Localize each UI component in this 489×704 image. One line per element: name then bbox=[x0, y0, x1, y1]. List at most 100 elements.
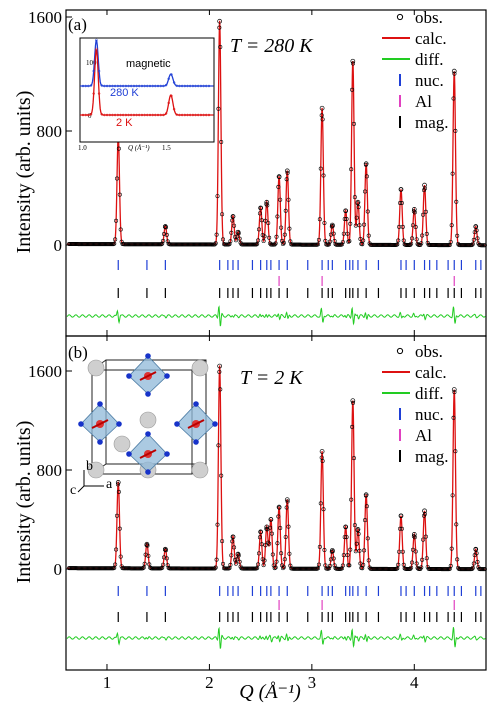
obs-peak bbox=[398, 187, 404, 192]
obs-point bbox=[228, 562, 233, 567]
obs-point bbox=[452, 390, 457, 395]
obs-peak bbox=[284, 497, 290, 503]
obs-point bbox=[321, 507, 326, 512]
inset-2K-point bbox=[129, 113, 133, 117]
inset-2K-point bbox=[178, 113, 181, 117]
obs-point bbox=[218, 387, 223, 392]
legend-label: nuc. bbox=[415, 405, 444, 424]
spin-arrow bbox=[91, 419, 109, 429]
panel-a-title: T = 280 K bbox=[230, 35, 314, 57]
obs-point bbox=[316, 237, 321, 242]
obs-point bbox=[284, 505, 289, 510]
legend-label: Al bbox=[415, 426, 432, 445]
obs-peak bbox=[235, 229, 241, 235]
obs-point bbox=[342, 535, 347, 540]
obs-point bbox=[323, 238, 328, 243]
obs-point bbox=[315, 566, 320, 571]
obs-peak bbox=[363, 492, 369, 498]
obs-point bbox=[217, 25, 222, 30]
inset-280K-point bbox=[146, 84, 149, 88]
obs-peak bbox=[350, 58, 356, 64]
obs-point bbox=[217, 369, 222, 374]
obs-point bbox=[315, 242, 320, 247]
obs-point bbox=[364, 174, 369, 179]
obs-point bbox=[351, 400, 356, 405]
obs-peak bbox=[343, 524, 349, 530]
obs-peak bbox=[319, 449, 325, 454]
inset-2K-point bbox=[205, 113, 208, 117]
obs-point bbox=[420, 233, 425, 238]
inset-280K-point bbox=[121, 84, 125, 88]
obs-peak bbox=[355, 527, 361, 532]
obs-point bbox=[284, 177, 289, 182]
inset-280K-point bbox=[108, 84, 112, 88]
y-tick-label: 0 bbox=[54, 236, 63, 255]
obs-point bbox=[286, 524, 291, 529]
obs-point bbox=[164, 556, 169, 561]
obs-point bbox=[349, 167, 354, 172]
inset-xtick-1.0: 1.0 bbox=[78, 144, 87, 152]
obs-peak bbox=[163, 224, 168, 229]
obs-point bbox=[267, 235, 272, 240]
obs-point bbox=[328, 232, 333, 237]
inset-2K-point bbox=[202, 113, 205, 117]
obs-point bbox=[421, 537, 426, 542]
obs-point bbox=[162, 232, 167, 237]
obs-point bbox=[212, 566, 217, 571]
obs-point bbox=[356, 531, 361, 536]
inset-2K-point bbox=[186, 113, 189, 117]
obs-point bbox=[278, 526, 283, 531]
obs-point bbox=[262, 558, 267, 563]
inset-2K-point bbox=[170, 94, 173, 98]
obs-point bbox=[112, 241, 117, 246]
obs-point bbox=[234, 557, 239, 562]
obs-point bbox=[119, 239, 124, 244]
obs-point bbox=[347, 563, 352, 568]
obs-point bbox=[229, 553, 234, 558]
obs-point bbox=[221, 237, 226, 242]
inset-2K-point bbox=[164, 112, 168, 115]
obs-point bbox=[228, 239, 233, 244]
obs-point bbox=[342, 216, 347, 221]
obs-point bbox=[469, 243, 474, 248]
obs-point bbox=[287, 226, 292, 231]
obs-point bbox=[327, 566, 332, 571]
inset-280K-point bbox=[103, 84, 106, 88]
diff-curve bbox=[66, 626, 486, 649]
obs-point bbox=[455, 233, 460, 238]
obs-point bbox=[229, 230, 234, 235]
y-tick-label: 1600 bbox=[28, 8, 62, 27]
inset-2K-point bbox=[127, 113, 130, 117]
y-axis-label-b: Intensity (arb. units) bbox=[13, 421, 35, 584]
anion-sphere bbox=[193, 401, 199, 407]
inset-2K-point bbox=[188, 113, 192, 117]
obs-point bbox=[118, 554, 123, 559]
axis-c-arrow bbox=[77, 485, 85, 493]
obs-point bbox=[409, 241, 414, 246]
cation-sphere bbox=[191, 359, 209, 377]
anion-sphere bbox=[126, 373, 132, 379]
obs-point bbox=[412, 210, 417, 215]
obs-point bbox=[451, 96, 456, 101]
obs-point bbox=[409, 565, 414, 570]
obs-point bbox=[333, 242, 338, 247]
legend-label: calc. bbox=[415, 363, 447, 382]
inset-280K-point bbox=[135, 84, 138, 88]
diff-curve bbox=[66, 305, 486, 327]
inset-2K-point bbox=[135, 113, 138, 117]
obs-point bbox=[165, 239, 170, 244]
obs-point bbox=[113, 562, 118, 567]
obs-point bbox=[148, 565, 153, 570]
obs-point bbox=[344, 217, 349, 222]
obs-peak bbox=[258, 529, 263, 535]
obs-point bbox=[401, 562, 406, 567]
obs-peak bbox=[319, 105, 325, 111]
obs-point bbox=[282, 557, 287, 562]
inset-280K-point bbox=[116, 84, 120, 88]
obs-peak bbox=[422, 508, 427, 514]
obs-point bbox=[257, 211, 262, 216]
obs-point bbox=[344, 535, 349, 540]
obs-point bbox=[280, 242, 285, 247]
obs-point bbox=[318, 501, 323, 506]
obs-point bbox=[351, 61, 356, 66]
